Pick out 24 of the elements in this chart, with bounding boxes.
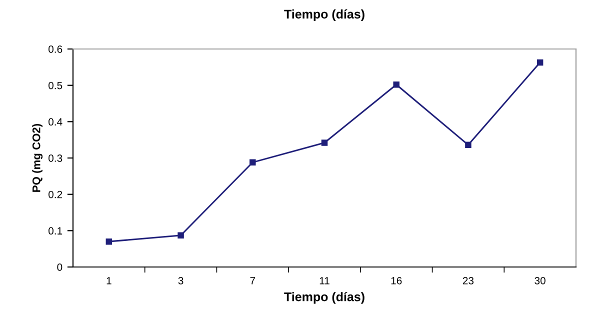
point	[393, 81, 400, 88]
x-tick-label: 23	[462, 276, 474, 284]
point	[465, 142, 472, 148]
x-tick-label: 3	[178, 276, 184, 284]
x-tick-label: 30	[534, 276, 546, 284]
point	[321, 140, 328, 146]
y-tick-label: 0.5	[48, 82, 62, 90]
x-tick-label: 16	[391, 276, 402, 284]
y-tick-label: 0.1	[48, 227, 62, 235]
x-tick-label: 1	[106, 277, 112, 284]
point	[536, 59, 544, 66]
x-tick-label: 11	[320, 277, 330, 284]
x-tick-label: 7	[250, 277, 256, 284]
point	[106, 238, 112, 245]
y-axis-title: PQ (mg CO2)	[32, 124, 43, 192]
y-tick-label: 0.4	[48, 118, 62, 126]
y-tick-label: 0.6	[48, 46, 62, 53]
x-axis-title: Tiempo (días)	[284, 292, 364, 304]
y-tick-label: 0.2	[48, 190, 62, 198]
y-tick-label: 0	[57, 264, 62, 271]
point	[250, 159, 256, 166]
chart-title: Tiempo (días)	[284, 9, 364, 22]
point	[178, 232, 184, 239]
y-tick-label: 0.3	[48, 154, 62, 162]
